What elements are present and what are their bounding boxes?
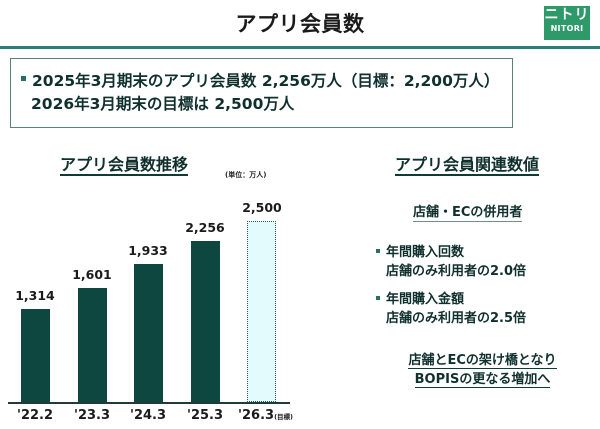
bar-2024 [134,264,163,402]
bar-2023 [78,288,107,402]
chart-title: アプリ会員数推移 [60,155,189,176]
bar-value-label: 1,314 [15,288,55,303]
header-divider [0,46,600,49]
bullet-icon [376,296,380,300]
logo-en-text: NITORI [550,24,584,33]
closing-message: 店舗とECの架け橋となり BOPISの更なる増加へ [408,353,557,388]
summary-line-1: 2025年3月期末のアプリ会員数 2,256万人（目標：2,200万人） [21,69,499,91]
nitori-logo: ニトリ NITORI [544,6,590,40]
bar-2026-target [247,221,276,402]
metrics-subhead: 店舗・ECの併用者 [413,205,523,222]
logo-jp-text: ニトリ [544,7,590,23]
stat-purchase-amount: 年間購入金額 店舗のみ利用者の2.5倍 [376,290,526,328]
summary-line-2: 2026年3月期末の目標は 2,500万人 [31,95,295,113]
summary-box: 2025年3月期末のアプリ会員数 2,256万人（目標：2,200万人） 202… [10,58,513,128]
bullet-icon [21,76,26,81]
bar-value-label: 2,256 [185,220,225,235]
x-axis-line [8,402,290,404]
page-title: アプリ会員数 [235,12,365,36]
bar-2022 [21,309,50,402]
metrics-title: アプリ会員関連数値 [395,155,540,176]
bar-value-label: 1,601 [72,267,112,282]
bar-2025 [191,241,220,402]
category-label: '23.3 [73,408,111,423]
category-label-target: '26.3(目標) [238,408,294,423]
category-label: '24.3 [129,408,167,423]
category-label: '25.3 [186,408,224,423]
bar-value-label: 1,933 [128,243,168,258]
chart-unit-label: (単位：万人) [225,171,267,179]
stat-purchase-count: 年間購入回数 店舗のみ利用者の2.0倍 [376,243,526,281]
bullet-icon [376,249,380,253]
bar-value-label: 2,500 [242,200,282,215]
category-label: '22.2 [16,408,54,423]
